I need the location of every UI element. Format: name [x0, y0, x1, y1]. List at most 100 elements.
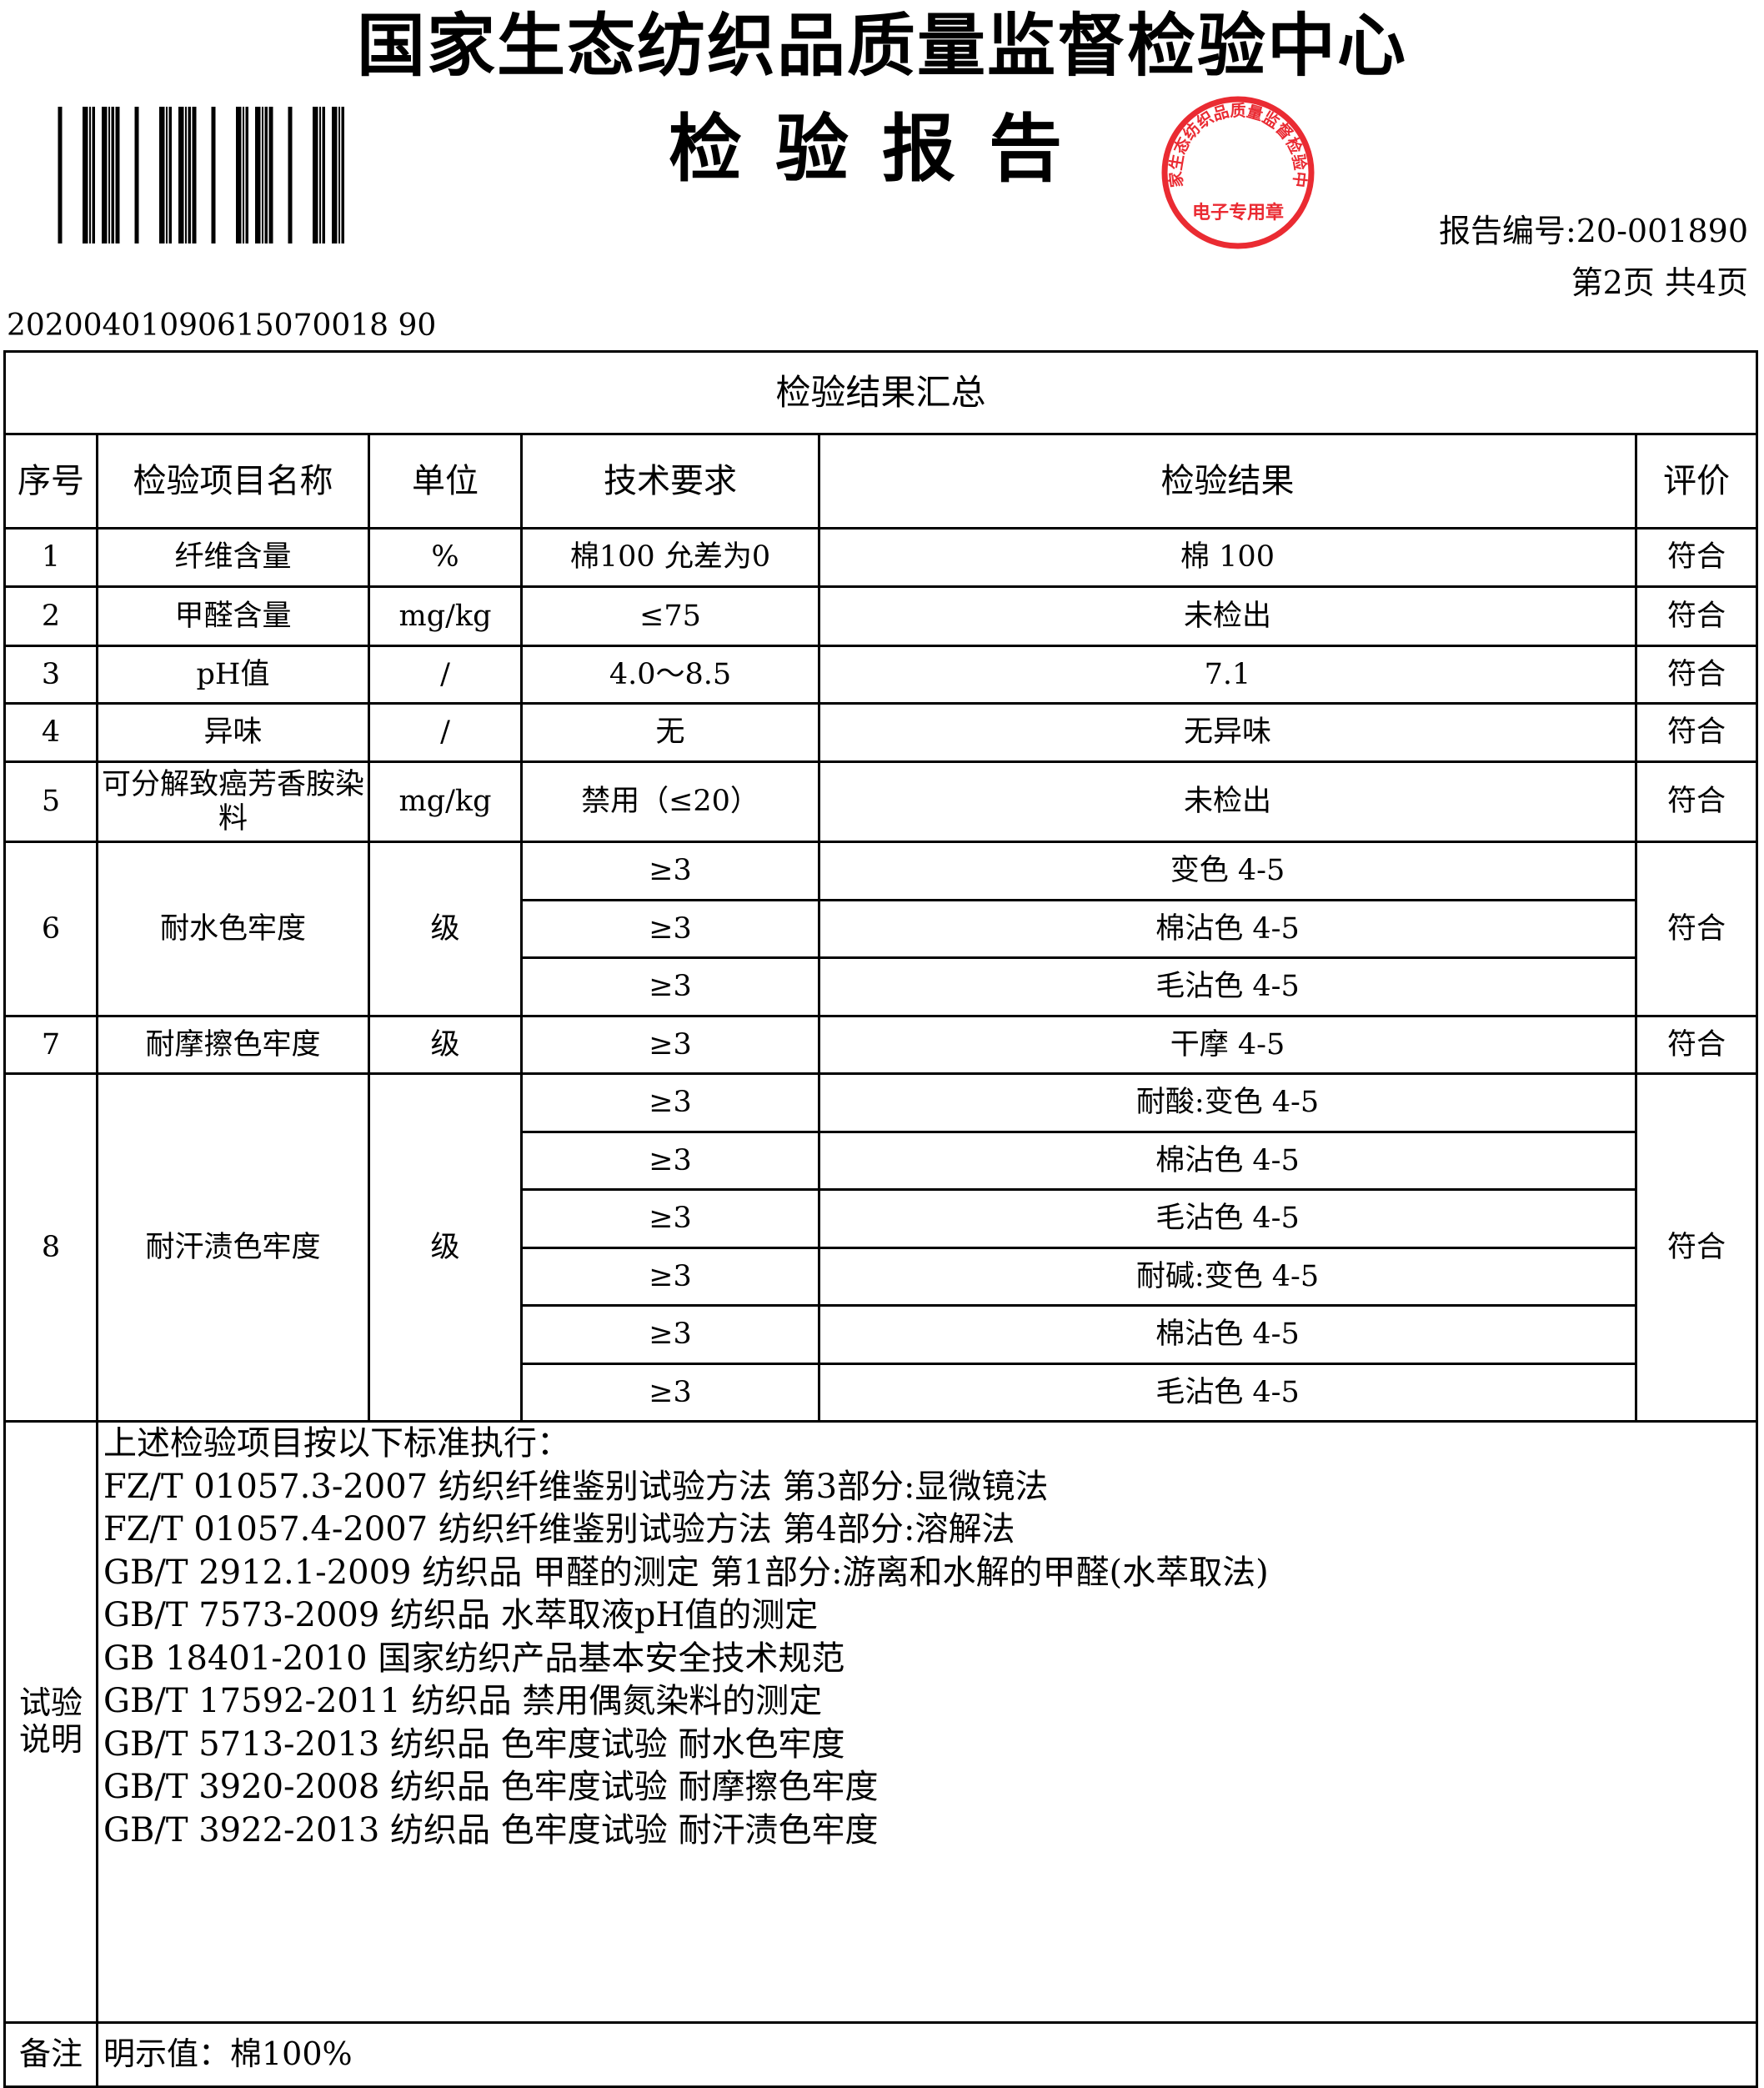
row-number: 2: [3, 585, 98, 647]
remark-label: 备注: [3, 2021, 98, 2088]
barcode-bar: [245, 107, 248, 243]
notes-label: 试验说明: [3, 1420, 98, 2024]
row-number: 1: [3, 527, 98, 588]
barcode: [58, 107, 344, 243]
col-header: 评价: [1634, 433, 1759, 530]
requirement: ≥3: [520, 1014, 820, 1075]
row-number: 7: [3, 1014, 98, 1075]
table-row: 4 异味 / 无无异味 符合: [3, 702, 1759, 763]
table-row: 8 耐汗渍色牢度级 ≥3 耐酸:变色 4-5 符合: [3, 1072, 1759, 1423]
evaluation: 符合: [1634, 702, 1759, 763]
results-table: 检验结果汇总 序号 检验项目名称 单位 技术要求 检验结果 评价 1 纤维含量% 棉…: [3, 350, 1759, 2088]
result: 干摩 4-5: [818, 1014, 1637, 1075]
col-header: 检验结果: [818, 433, 1637, 530]
table-row: ≥3 毛沾色 4-5: [5, 1188, 1757, 1249]
barcode-bar: [236, 107, 242, 243]
barcode-bar: [243, 107, 244, 243]
header-row: 序号 检验项目名称 单位 技术要求 检验结果 评价: [3, 433, 1759, 530]
barcode-bar: [134, 107, 139, 243]
table-row: 6 耐水色牢度级 ≥3 变色 4-5 符合: [3, 841, 1759, 1017]
row-number: 6: [3, 841, 98, 1017]
barcode-bar: [264, 107, 268, 243]
barcode-bar: [168, 107, 172, 243]
standard-line: FZ/T 01057.3-2007 纺织纤维鉴别试验方法 第3部分:显微镜法: [103, 1467, 1049, 1506]
table-row: ≥3 棉沾色 4-5: [5, 898, 1757, 959]
barcode-bar: [178, 107, 184, 243]
evaluation: 符合: [1634, 527, 1759, 588]
unit: mg/kg: [368, 760, 523, 843]
table-row: 7 耐摩擦色牢度级 ≥3 干摩 4-5 符合: [3, 1014, 1759, 1075]
barcode-bar: [341, 107, 344, 243]
requirement: ≤75: [520, 585, 820, 647]
col-header: 技术要求: [520, 433, 820, 530]
requirement: 棉100 允差为0: [520, 527, 820, 588]
item-name: 甲醛含量: [96, 585, 370, 647]
evaluation: 符合: [1634, 645, 1759, 705]
red-seal-stamp: 国家生态纺织品质量监督检验中心 电子专用章: [1159, 93, 1315, 249]
table-row: ≥3 毛沾色 4-5: [5, 956, 1757, 1017]
unit: 级: [368, 841, 523, 1017]
standard-line: 上述检验项目按以下标准执行：: [103, 1424, 570, 1463]
barcode-bar: [319, 107, 321, 243]
barcode-bar: [92, 107, 95, 243]
svg-text:电子专用章: 电子专用章: [1192, 202, 1284, 223]
barcode-bar: [166, 107, 168, 243]
standard-line: GB/T 5713-2013 纺织品 色牢度试验 耐水色牢度: [103, 1724, 845, 1764]
requirement: ≥3: [520, 1072, 820, 1133]
report-number: 报告编号:20-001890: [1438, 213, 1748, 249]
row-number: 8: [3, 1072, 98, 1423]
barcode-bar: [322, 107, 325, 243]
row-number: 3: [3, 645, 98, 705]
table-row: ≥3 棉沾色 4-5: [5, 1304, 1757, 1365]
serial-number: 20200401090615070018 90: [7, 309, 437, 343]
standard-line: GB 18401-2010 国家纺织产品基本安全技术规范: [103, 1639, 845, 1678]
item-name: 耐汗渍色牢度: [96, 1072, 370, 1423]
item-name: 耐摩擦色牢度: [96, 1014, 370, 1075]
row-number: 4: [3, 702, 98, 763]
result: 耐碱:变色 4-5: [818, 1246, 1637, 1307]
requirement: ≥3: [520, 1304, 820, 1365]
col-header: 检验项目名称: [96, 433, 370, 530]
result: 毛沾色 4-5: [818, 1362, 1637, 1423]
evaluation: 符合: [1634, 1072, 1759, 1423]
barcode-bar: [58, 107, 63, 243]
barcode-bar: [89, 107, 91, 243]
evaluation: 符合: [1634, 841, 1759, 1017]
standard-line: GB/T 2912.1-2009 纺织品 甲醛的测定 第1部分:游离和水解的甲醛…: [103, 1553, 1269, 1592]
barcode-bar: [211, 107, 216, 243]
evaluation: 符合: [1634, 1014, 1759, 1075]
table-row: ≥3 毛沾色 4-5: [5, 1362, 1757, 1423]
standard-line: GB/T 17592-2011 纺织品 禁用偶氮染料的测定: [103, 1682, 823, 1720]
barcode-bar: [102, 107, 108, 243]
unit: 级: [368, 1014, 523, 1075]
item-name: 异味: [96, 702, 370, 763]
standard-line: GB/T 7573-2009 纺织品 水萃取液pH值的测定: [103, 1596, 819, 1634]
barcode-bar: [338, 107, 340, 243]
page-info: 第2页 共4页: [1571, 264, 1748, 301]
barcode-bar: [188, 107, 191, 243]
barcode-bar: [192, 107, 197, 243]
requirement: 4.0～8.5: [520, 645, 820, 705]
requirement: ≥3: [520, 956, 820, 1017]
table-row: 3 pH值/4.0～8.5 7.1 符合: [3, 645, 1759, 705]
notes-row: 试验说明 上述检验项目按以下标准执行： FZ/T 01057.3-2007 纺织纤维…: [3, 1420, 1759, 2024]
standard-line: GB/T 3922-2013 纺织品 色牢度试验 耐汗渍色牢度: [103, 1810, 879, 1850]
requirement: ≥3: [520, 1246, 820, 1307]
result: 毛沾色 4-5: [818, 1188, 1637, 1249]
requirement: ≥3: [520, 1188, 820, 1249]
result: 耐酸:变色 4-5: [818, 1072, 1637, 1133]
doc-title: 检验报告: [668, 105, 1095, 192]
evaluation: 符合: [1634, 585, 1759, 647]
row-number: 5: [3, 760, 98, 843]
unit: /: [368, 645, 523, 705]
barcode-bar: [159, 107, 165, 243]
requirement: 禁用（≤20）: [520, 760, 820, 843]
result: 棉 100: [818, 527, 1637, 588]
item-name: pH值: [96, 645, 370, 705]
requirement: 无: [520, 702, 820, 763]
result: 未检出: [818, 585, 1637, 647]
result: 棉沾色 4-5: [818, 898, 1637, 959]
result: 棉沾色 4-5: [818, 1130, 1637, 1191]
item-name: 可分解致癌芳香胺染料: [96, 760, 370, 843]
remark-content: 明示值：棉100%: [95, 2021, 1759, 2088]
